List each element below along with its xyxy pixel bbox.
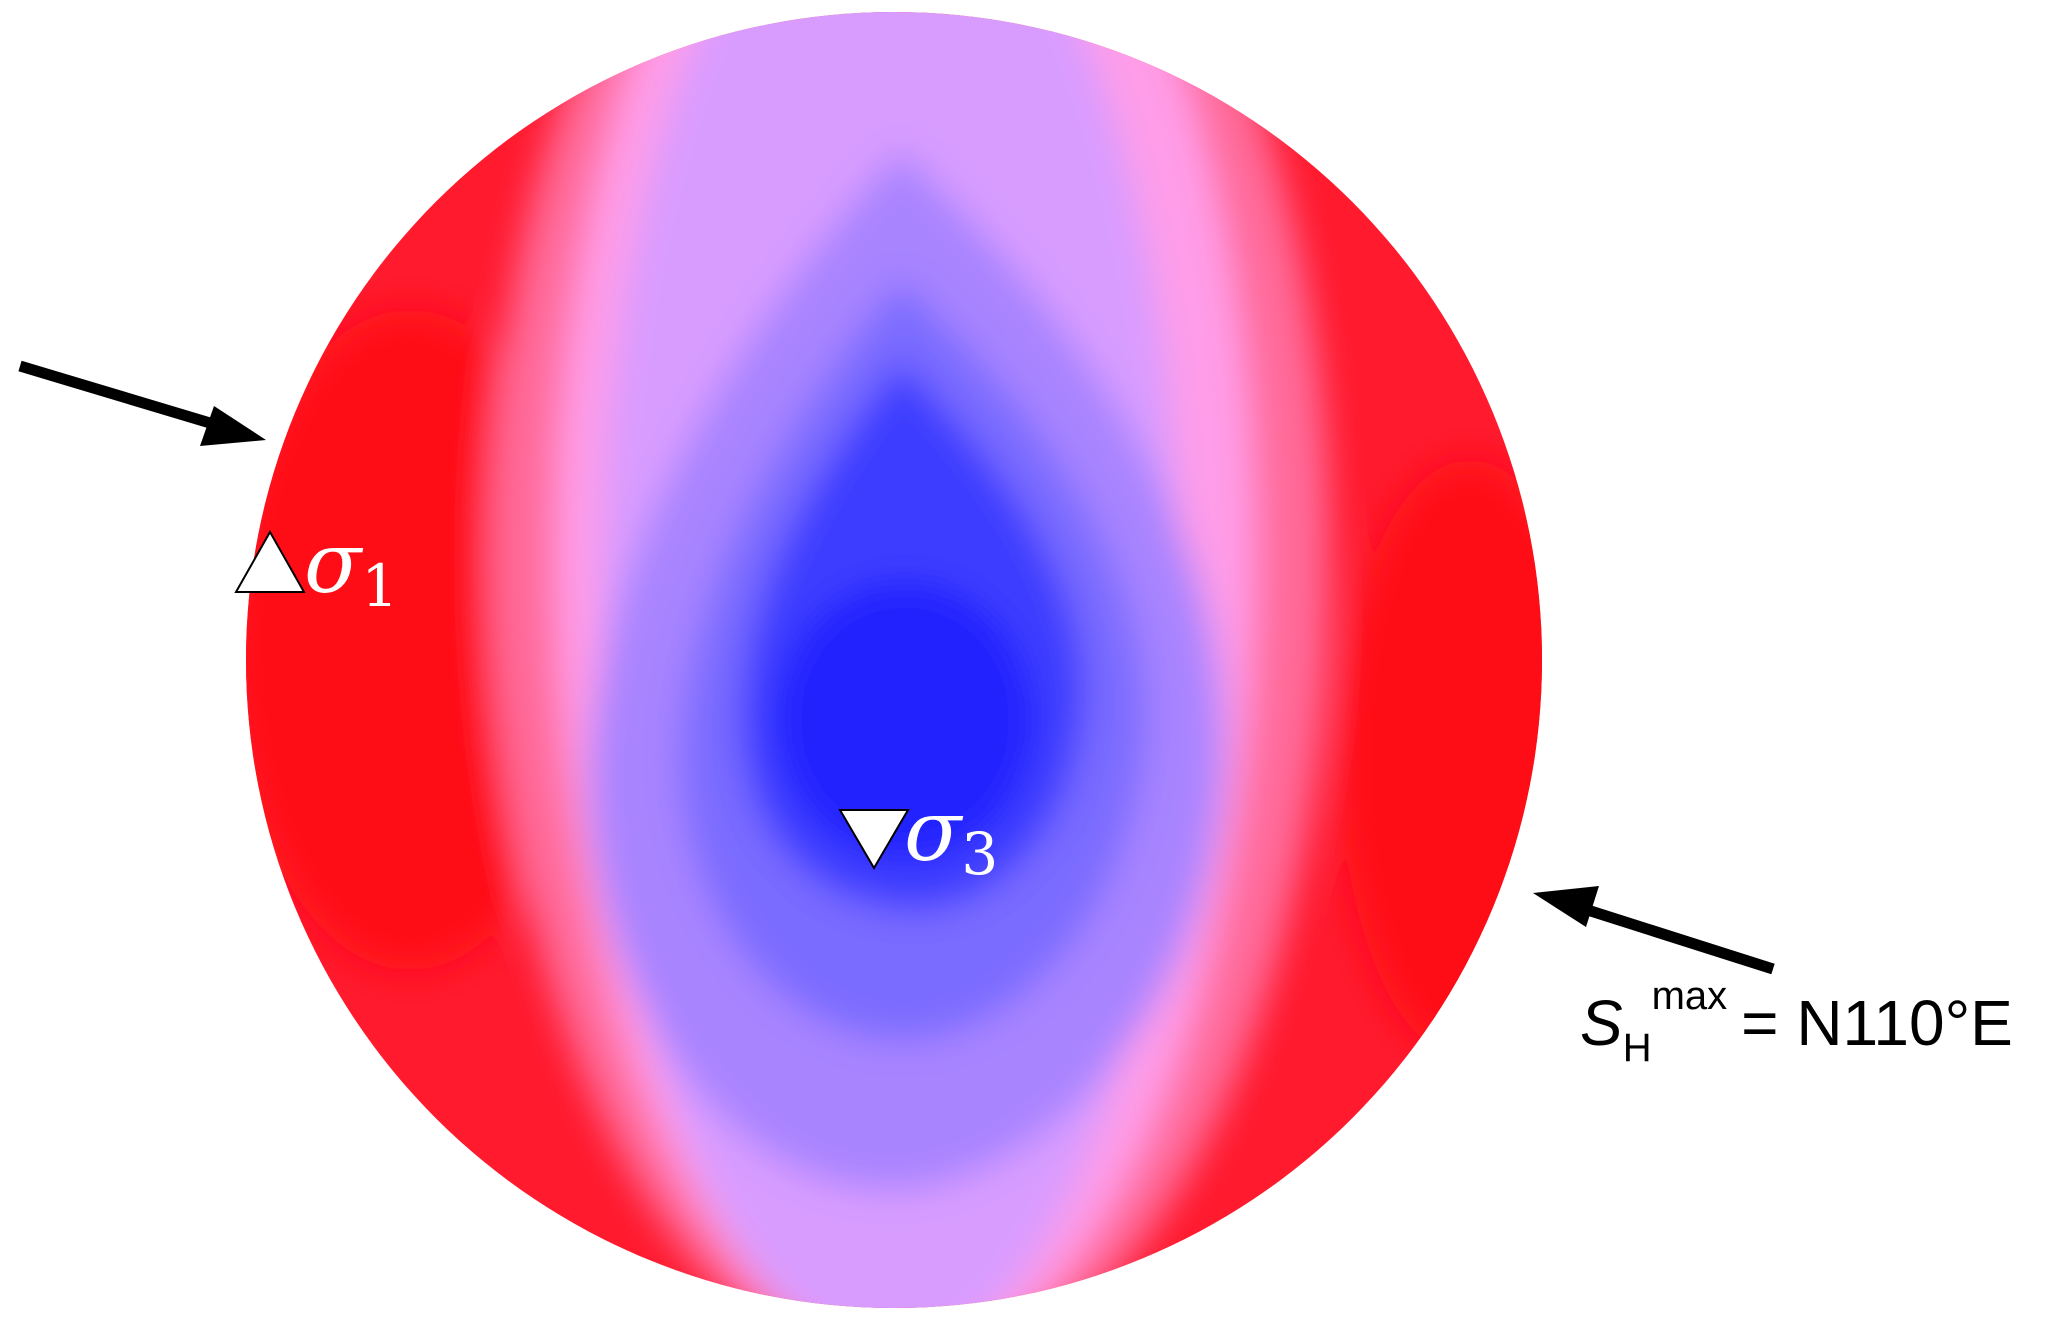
annotation-superscript: max (1652, 974, 1728, 1018)
sigma-index: 1 (361, 552, 398, 620)
arrow-shaft (18, 360, 222, 432)
sigma3-label: σ3 (904, 782, 998, 888)
sigma3-marker (838, 809, 910, 870)
sigma1-marker (234, 529, 306, 593)
sigma-symbol: σ (904, 782, 964, 880)
shmax-annotation: SHmax = N110°E (1580, 974, 2013, 1070)
sigma1-label: σ1 (304, 514, 398, 620)
stress-map (246, 12, 1542, 1308)
annotation-text: = N110°E (1741, 987, 2013, 1059)
arrow-head (1533, 886, 1599, 927)
sigma-symbol: σ (304, 514, 364, 612)
arrow-shaft (1573, 900, 1775, 975)
annotation-symbol: S (1580, 987, 1623, 1059)
arrows (18, 360, 1775, 975)
annotation-subscript: H (1623, 1026, 1652, 1070)
arrow-head (200, 406, 266, 446)
sigma-index: 3 (961, 820, 998, 888)
